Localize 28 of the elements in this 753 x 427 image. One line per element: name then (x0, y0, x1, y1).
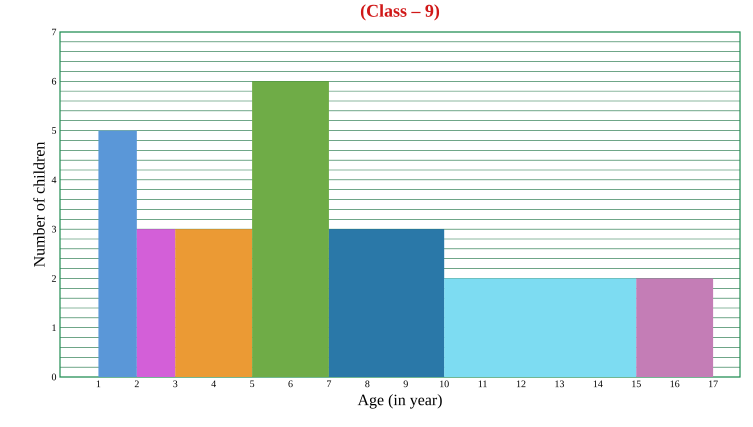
y-tick-label: 7 (52, 28, 56, 36)
x-tick-label: 9 (404, 380, 408, 388)
x-tick-label: 2 (134, 380, 139, 388)
x-tick-label: 14 (594, 380, 603, 388)
x-tick-label: 15 (632, 380, 641, 388)
chart-title: (Class – 9) (360, 4, 440, 20)
y-tick-label: 5 (52, 127, 56, 134)
x-tick-label: 7 (327, 380, 332, 388)
y-tick-label: 0 (52, 374, 56, 380)
y-tick-label: 4 (52, 176, 56, 184)
x-tick-label: 4 (211, 380, 216, 388)
y-tick-label: 1 (52, 324, 56, 331)
x-tick-label: 12 (516, 380, 526, 388)
x-tick-label: 1 (96, 380, 100, 388)
x-tick-label: 11 (478, 380, 487, 388)
y-tick-label: 6 (52, 78, 56, 85)
x-tick-label: 5 (250, 380, 254, 388)
x-tick-label: 6 (288, 380, 293, 388)
x-tick-label: 17 (709, 380, 718, 388)
y-tick-label: 2 (52, 275, 56, 282)
x-tick-label: 8 (365, 380, 370, 388)
x-tick-label: 3 (173, 380, 178, 388)
y-axis-title: Number of children (33, 142, 45, 267)
x-tick-label: 10 (440, 380, 449, 388)
y-tick-label: 3 (52, 226, 56, 232)
x-tick-label: 13 (555, 380, 564, 388)
x-tick-label: 16 (670, 380, 680, 388)
x-axis-title: Age (in year) (358, 394, 442, 409)
